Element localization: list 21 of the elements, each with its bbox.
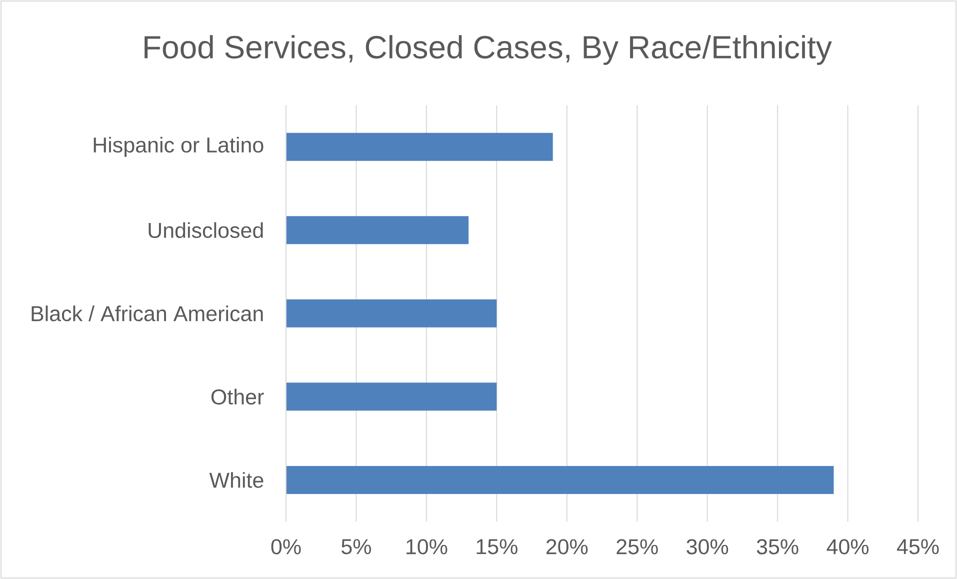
x-tick-label: 0%: [271, 539, 301, 554]
x-tick-label: 10%: [406, 539, 448, 554]
y-tick-label: Other: [211, 388, 264, 405]
x-tick-label: 35%: [756, 539, 798, 554]
bar: [286, 382, 497, 411]
y-tick-label: Black / African American: [32, 306, 263, 322]
y-tick-label: White: [209, 472, 264, 488]
x-tick-label: 15%: [476, 539, 518, 554]
y-tick-label: Hispanic or Latino: [94, 136, 264, 157]
x-tick-label: 40%: [826, 539, 869, 554]
x-tick-label: 25%: [616, 539, 658, 554]
x-tick-label: 45%: [896, 539, 939, 554]
x-tick-label: 30%: [686, 539, 728, 554]
bar: [286, 466, 834, 494]
x-tick-label: 20%: [546, 539, 588, 554]
y-tick-label: Undisclosed: [148, 222, 263, 238]
bar: [286, 216, 469, 244]
chart-title: Food Services, Closed Cases, By Race/Ethnicity: [144, 35, 832, 65]
bar: [286, 132, 553, 161]
x-tick-label: 5%: [342, 539, 371, 554]
bar: [286, 299, 497, 328]
